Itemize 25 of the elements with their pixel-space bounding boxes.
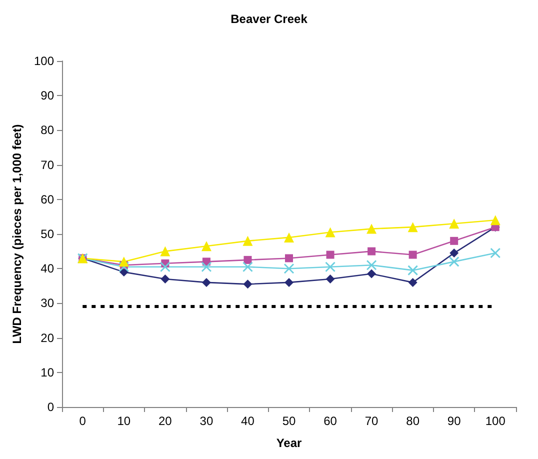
x-tick-label: 50: [282, 414, 296, 428]
x-tick-label: 70: [364, 414, 379, 428]
y-tick-label: 10: [40, 365, 54, 380]
chart-title: Beaver Creek: [230, 12, 308, 26]
y-tick-label: 80: [40, 123, 54, 138]
x-tick-label: 20: [158, 414, 172, 428]
x-tick-label: 40: [241, 414, 255, 428]
y-tick-label: 40: [40, 262, 54, 276]
y-tick-label: 20: [40, 330, 54, 345]
y-axis-title: LWD Frequency (pieces per 1,000 feet): [10, 124, 24, 344]
y-tick-label: 30: [40, 296, 54, 310]
x-tick-label: 80: [406, 414, 420, 428]
x-tick-label: 10: [117, 414, 131, 428]
x-tick-label: 30: [200, 414, 214, 428]
y-tick-label: 100: [34, 54, 54, 68]
y-tick-label: 90: [40, 88, 54, 103]
x-tick-label: 0: [79, 414, 86, 428]
y-tick-label: 50: [40, 227, 54, 241]
x-tick-label: 60: [324, 414, 338, 428]
x-axis-title: Year: [276, 436, 302, 450]
y-tick-label: 70: [40, 158, 54, 172]
x-tick-label: 90: [447, 414, 462, 428]
y-tick-label: 60: [40, 192, 54, 206]
y-tick-label: 0: [47, 400, 54, 414]
x-tick-label: 100: [485, 414, 506, 428]
